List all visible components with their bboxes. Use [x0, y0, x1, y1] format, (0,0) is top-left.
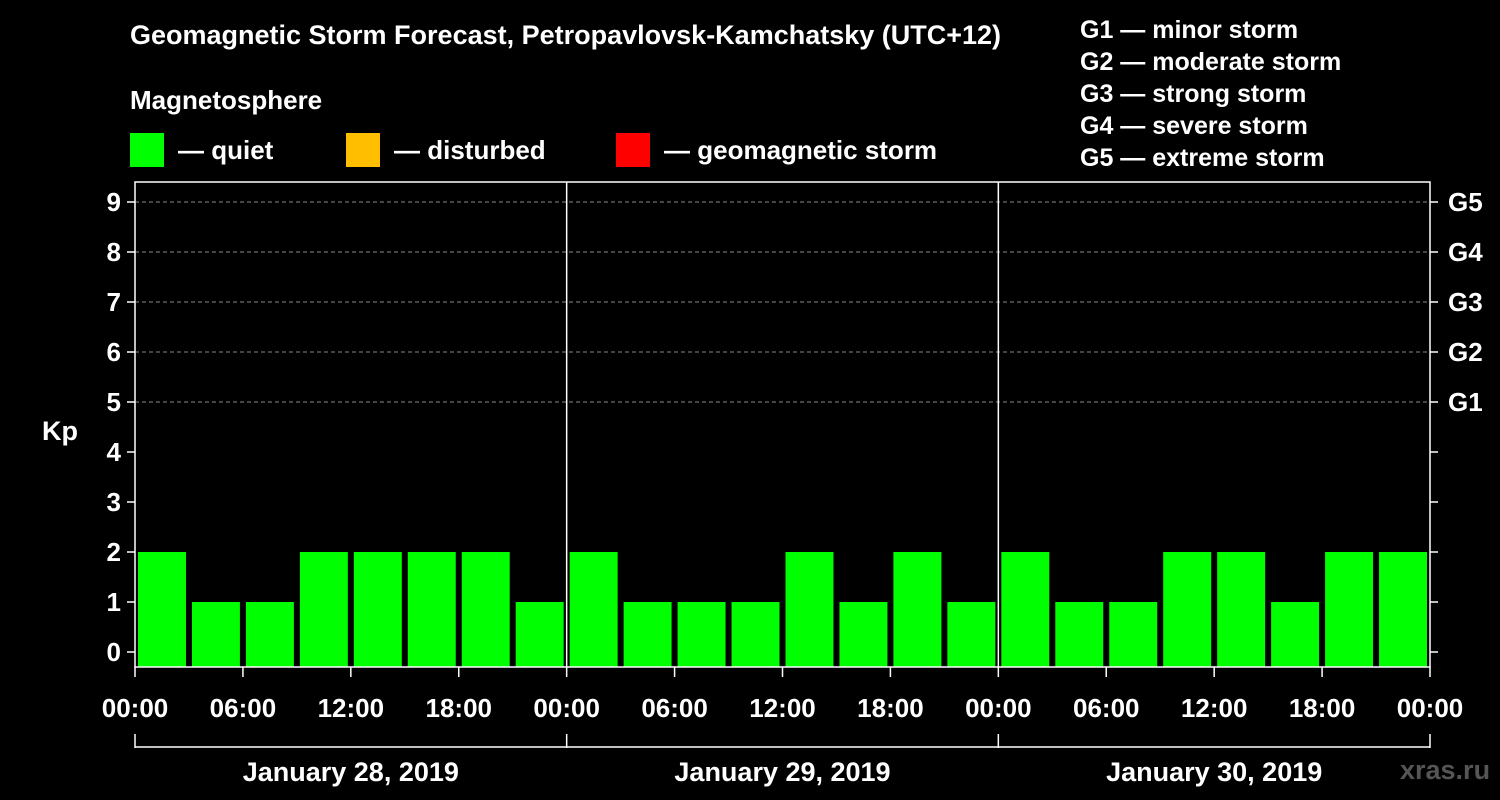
x-tick-label: 18:00	[857, 693, 924, 723]
kp-bar	[407, 552, 456, 667]
x-tick-label: 00:00	[102, 693, 169, 723]
y-axis-label: Kp	[42, 416, 78, 446]
legend-label-disturbed: — disturbed	[394, 134, 546, 165]
legend-label-storm: — geomagnetic storm	[664, 134, 938, 165]
x-tick-label: 18:00	[1289, 693, 1356, 723]
storm-level-g4: G4 — severe storm	[1080, 112, 1308, 140]
x-tick-label: 00:00	[1397, 693, 1464, 723]
right-axis-label: G2	[1448, 337, 1483, 367]
kp-bar	[1055, 602, 1104, 667]
kp-bar	[1325, 552, 1374, 667]
legend-swatch-quiet	[130, 133, 164, 167]
kp-bar	[1109, 602, 1158, 667]
kp-bar	[191, 602, 240, 667]
kp-bar	[1379, 552, 1427, 667]
y-tick-label: 4	[107, 437, 122, 467]
kp-bar	[1217, 552, 1266, 667]
x-tick-label: 12:00	[1181, 693, 1248, 723]
y-tick-label: 3	[107, 487, 121, 517]
day-label: January 29, 2019	[674, 757, 890, 787]
y-tick-label: 7	[107, 287, 121, 317]
y-tick-label: 1	[107, 587, 121, 617]
x-tick-label: 06:00	[641, 693, 708, 723]
kp-bar	[461, 552, 510, 667]
kp-bar	[839, 602, 888, 667]
y-tick-label: 6	[107, 337, 121, 367]
kp-bar	[1001, 552, 1050, 667]
x-tick-label: 06:00	[210, 693, 277, 723]
watermark: xras.ru	[1400, 755, 1491, 785]
kp-bar	[677, 602, 726, 667]
storm-level-g2: G2 — moderate storm	[1080, 48, 1342, 76]
kp-bar	[569, 552, 618, 667]
day-label: January 30, 2019	[1106, 757, 1322, 787]
storm-level-legend: G1 — minor storm G2 — moderate storm G3 …	[1080, 14, 1341, 174]
right-axis-label: G1	[1448, 387, 1483, 417]
y-tick-label: 2	[107, 537, 121, 567]
y-tick-label: 9	[107, 187, 121, 217]
storm-level-g5: G5 — extreme storm	[1080, 144, 1325, 172]
kp-bar	[1163, 552, 1212, 667]
kp-bar	[623, 602, 672, 667]
legend-heading: Magnetosphere	[130, 85, 323, 115]
x-tick-label: 00:00	[533, 693, 600, 723]
kp-bar	[515, 602, 564, 667]
kp-bar	[731, 602, 780, 667]
legend-item-storm: — geomagnetic storm	[616, 133, 937, 167]
right-axis-label: G5	[1448, 187, 1483, 217]
storm-level-g3: G3 — strong storm	[1080, 80, 1307, 108]
x-tick-label: 18:00	[426, 693, 493, 723]
kp-bar	[299, 552, 348, 667]
kp-bar	[785, 552, 834, 667]
kp-bar	[245, 602, 294, 667]
y-tick-label: 0	[107, 637, 121, 667]
legend-swatch-storm	[616, 133, 650, 167]
x-tick-label: 12:00	[318, 693, 385, 723]
x-tick-label: 06:00	[1073, 693, 1140, 723]
x-tick-label: 00:00	[965, 693, 1032, 723]
legend-item-disturbed: — disturbed	[346, 133, 546, 167]
legend-swatch-disturbed	[346, 133, 380, 167]
y-tick-label: 5	[107, 387, 121, 417]
kp-bar	[947, 602, 996, 667]
storm-level-g1: G1 — minor storm	[1080, 16, 1299, 44]
y-tick-label: 8	[107, 237, 121, 267]
day-label: January 28, 2019	[243, 757, 459, 787]
kp-bar	[893, 552, 942, 667]
kp-bar	[1271, 602, 1320, 667]
chart-title: Geomagnetic Storm Forecast, Petropavlovs…	[130, 20, 1002, 50]
legend-item-quiet: — quiet	[130, 133, 273, 167]
kp-bar	[138, 552, 186, 667]
kp-bar	[353, 552, 402, 667]
right-axis-label: G3	[1448, 287, 1483, 317]
legend-label-quiet: — quiet	[178, 134, 274, 165]
x-tick-label: 12:00	[749, 693, 816, 723]
right-axis-label: G4	[1448, 237, 1483, 267]
